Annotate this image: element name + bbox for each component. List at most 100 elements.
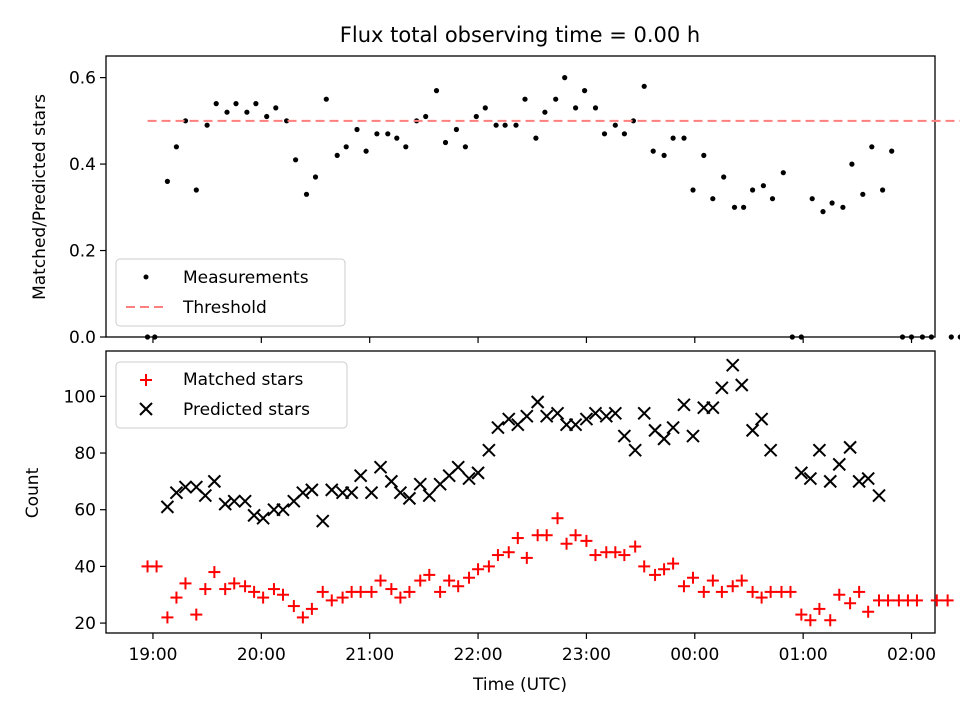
- measurement-point: [533, 135, 539, 141]
- measurement-point: [641, 83, 647, 89]
- top-panel-frame: [105, 55, 936, 338]
- predicted-star-point: [843, 440, 857, 455]
- matched-stars-legend-marker: [140, 374, 152, 386]
- measurement-point: [403, 144, 409, 150]
- measurement-point: [670, 135, 676, 141]
- predicted-star-x-b: [832, 457, 846, 472]
- predicted-star-point: [393, 486, 408, 500]
- measurement-point: [789, 334, 795, 340]
- predicted-star-x-b: [482, 443, 496, 457]
- matched-star-point: [697, 585, 710, 598]
- predicted-star-x-b: [491, 420, 505, 435]
- predicted-star-x-b: [169, 486, 184, 500]
- measurement-point: [553, 96, 559, 102]
- measurement-point: [323, 96, 329, 102]
- predicted-star-x-b: [198, 488, 213, 503]
- predicted-star-point: [160, 500, 175, 514]
- x-tick-label: 23:00: [562, 645, 611, 665]
- matched-star-point: [580, 534, 593, 547]
- matched-star-point: [833, 588, 846, 601]
- predicted-star-point: [872, 488, 886, 503]
- matched-star-point: [219, 583, 232, 596]
- measurement-point: [374, 131, 380, 137]
- predicted-star-point: [539, 409, 554, 423]
- predicted-star-point: [373, 460, 388, 474]
- matched-star-point: [589, 549, 602, 562]
- matched-star-point: [551, 512, 564, 525]
- predicted-star-x-b: [588, 406, 603, 421]
- measurement-point: [542, 109, 548, 115]
- measurement-point: [493, 122, 499, 128]
- matched-star-point: [190, 608, 203, 621]
- matched-star-point: [844, 597, 857, 610]
- predicted-star-x-b: [735, 378, 749, 392]
- matched-star-point: [882, 594, 895, 607]
- measurements-markers: [144, 75, 960, 340]
- matched-star-point: [179, 577, 192, 590]
- bottom-panel-frame: [105, 350, 936, 634]
- predicted-star-point: [413, 477, 427, 491]
- matched-star-point: [862, 605, 875, 618]
- measurement-point: [144, 334, 151, 340]
- predicted-star-x-b: [872, 488, 886, 503]
- predicted-star-point: [726, 358, 740, 372]
- measurement-point: [820, 209, 826, 215]
- measurement-point: [562, 75, 568, 81]
- measurement-point: [919, 334, 926, 340]
- bottom-y-tick-label: 60: [74, 501, 96, 521]
- matched-star-point: [649, 568, 662, 581]
- measurement-point: [681, 135, 687, 141]
- predicted-star-x-b: [677, 398, 691, 412]
- matched-stars-legend-label: Matched stars: [183, 370, 303, 390]
- predicted-star-x-b: [539, 409, 554, 423]
- predicted-star-point: [657, 432, 671, 446]
- bottom-y-ticks: 20 40 60 80 100: [64, 387, 106, 634]
- measurement-point: [928, 334, 935, 340]
- measurement-point: [899, 334, 906, 340]
- measurement-point: [592, 105, 599, 111]
- measurement-point: [343, 144, 349, 150]
- predicted-star-x-b: [207, 474, 222, 489]
- x-axis-label: Time (UTC): [472, 675, 567, 695]
- measurement-point: [244, 109, 250, 115]
- top-panel: Flux total observing time = 0.00 h 0.00.…: [30, 23, 960, 348]
- predicted-star-point: [169, 486, 184, 500]
- matched-star-point: [287, 600, 300, 613]
- x-tick-label: 02:00: [887, 645, 936, 665]
- predicted-stars-legend-marker: [139, 402, 153, 416]
- predicted-star-point: [832, 457, 846, 472]
- predicted-star-x-b: [686, 429, 700, 443]
- matched-star-point: [150, 560, 163, 573]
- measurements-legend-label: Measurements: [183, 268, 309, 288]
- predicted-star-x-b: [325, 483, 339, 497]
- measurement-point: [363, 148, 369, 154]
- measurement-point: [213, 101, 219, 107]
- measurement-point: [312, 174, 319, 180]
- predicted-star-x-b: [502, 412, 516, 426]
- measurement-point: [769, 196, 776, 202]
- measurement-point: [385, 131, 391, 137]
- predicted-star-point: [677, 398, 691, 412]
- chart-title: Flux total observing time = 0.00 h: [340, 23, 700, 47]
- matched-star-point: [569, 529, 582, 542]
- predicted-star-x-b: [256, 511, 270, 525]
- measurement-point: [621, 131, 628, 137]
- predicted-star-point: [276, 503, 290, 517]
- top-y-tick-label: 0.4: [69, 155, 96, 175]
- predicted-star-point: [471, 466, 485, 480]
- measurement-point: [869, 144, 875, 150]
- matched-star-point: [491, 549, 504, 562]
- matched-star-point: [726, 580, 739, 593]
- measurement-point: [482, 105, 488, 111]
- predicted-star-x-b: [861, 471, 875, 486]
- measurement-point: [462, 144, 468, 150]
- x-tick-label: 21:00: [345, 645, 394, 665]
- predicted-star-point: [823, 474, 837, 489]
- matched-star-point: [824, 614, 837, 627]
- top-x-ticks: [152, 337, 913, 343]
- bottom-legend-box: [115, 361, 348, 429]
- matched-star-point: [296, 611, 309, 624]
- measurement-point: [433, 88, 440, 94]
- predicted-star-point: [550, 406, 565, 421]
- measurement-point: [840, 204, 846, 210]
